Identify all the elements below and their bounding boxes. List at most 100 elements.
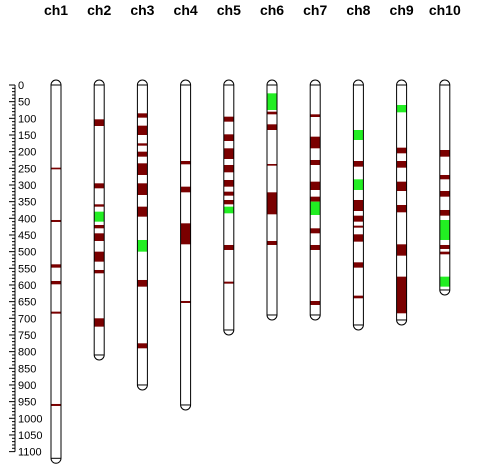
chromosome-ch7 bbox=[309, 79, 321, 321]
marker-band-dark bbox=[439, 244, 450, 249]
axis-tick-label: 600 bbox=[18, 280, 36, 292]
marker-band-dark bbox=[94, 318, 105, 327]
axis-tick-label: 50 bbox=[18, 97, 30, 109]
marker-band-dark bbox=[137, 125, 148, 135]
chromosome-title-ch2: ch2 bbox=[87, 2, 111, 18]
marker-band-dark bbox=[180, 160, 191, 165]
chromosome-body bbox=[137, 80, 148, 390]
marker-band-dark bbox=[267, 111, 277, 115]
chromosome-title-ch8: ch8 bbox=[346, 2, 370, 18]
marker-band-dark bbox=[223, 116, 234, 122]
chromosome-outline bbox=[309, 79, 321, 321]
marker-band-dark bbox=[137, 113, 148, 118]
marker-band-dark bbox=[310, 136, 321, 149]
axis-tick-label: 650 bbox=[18, 297, 36, 309]
marker-band-dark bbox=[94, 233, 105, 241]
marker-band-dark bbox=[353, 262, 364, 268]
axis-tick-label: 350 bbox=[18, 197, 36, 209]
marker-band-dark bbox=[353, 234, 364, 242]
marker-band-dark bbox=[223, 164, 234, 173]
marker-band-dark bbox=[310, 228, 321, 234]
axis-tick-label: 400 bbox=[18, 213, 36, 225]
marker-band-dark bbox=[310, 114, 321, 117]
axis-tick-label: 750 bbox=[18, 330, 36, 342]
marker-band-green bbox=[439, 276, 450, 287]
chromosome-ch5 bbox=[223, 79, 235, 336]
axis-tick-label: 900 bbox=[18, 380, 36, 392]
marker-band-dark bbox=[137, 343, 148, 349]
marker-band-dark bbox=[439, 190, 450, 197]
axis-tick-label: 1050 bbox=[18, 430, 42, 442]
marker-band-dark bbox=[353, 295, 364, 299]
marker-band-dark bbox=[180, 300, 191, 303]
chromosome-outline bbox=[439, 79, 451, 296]
marker-band-dark bbox=[223, 179, 234, 187]
marker-band-green bbox=[353, 179, 364, 190]
marker-band-green bbox=[310, 201, 321, 215]
marker-band-green bbox=[223, 206, 234, 214]
axis-tick-label: 0 bbox=[18, 80, 24, 92]
chromosome-title-ch7: ch7 bbox=[303, 2, 327, 18]
marker-band-dark bbox=[396, 147, 407, 154]
chromosome-ch2 bbox=[93, 79, 105, 361]
chromosome-ch10 bbox=[439, 79, 451, 296]
marker-band-dark bbox=[137, 151, 148, 157]
marker-band-dark bbox=[94, 224, 105, 229]
marker-band-dark bbox=[180, 223, 191, 245]
chromosome-bars bbox=[50, 79, 451, 464]
marker-band-dark bbox=[223, 148, 234, 159]
chromosome-body bbox=[180, 80, 191, 410]
chromosome-ch9 bbox=[396, 79, 408, 326]
marker-band-dark bbox=[94, 183, 105, 189]
marker-band-dark bbox=[310, 196, 321, 202]
marker-band-dark bbox=[223, 191, 234, 196]
axis-tick-label: 850 bbox=[18, 363, 36, 375]
chromosome-title-ch5: ch5 bbox=[217, 2, 241, 18]
chromosome-ch8 bbox=[352, 79, 364, 331]
chromosome-title-ch3: ch3 bbox=[130, 2, 154, 18]
marker-band-dark bbox=[439, 174, 450, 180]
axis-tick-label: 1100 bbox=[18, 447, 42, 459]
marker-band-dark bbox=[137, 163, 148, 175]
marker-band-dark bbox=[353, 160, 364, 167]
marker-band-dark bbox=[51, 219, 61, 222]
chromosome-titles: ch1 ch2 ch3 ch4 ch5 ch6 ch7 ch8 ch9 ch10 bbox=[44, 2, 461, 18]
chromosome-outline bbox=[223, 79, 235, 336]
marker-band-dark bbox=[353, 225, 364, 228]
marker-band-dark bbox=[137, 206, 148, 217]
position-axis: 0 50 100 150 200 250 300 350 400 450 500 550 600 650 7… bbox=[9, 80, 42, 459]
marker-band-dark bbox=[439, 209, 450, 216]
marker-band-dark bbox=[180, 186, 191, 193]
axis-tick-label: 250 bbox=[18, 163, 36, 175]
marker-band-dark bbox=[439, 149, 450, 157]
marker-band-dark bbox=[439, 251, 450, 255]
marker-band-dark bbox=[94, 251, 105, 262]
marker-band-dark bbox=[353, 199, 364, 211]
marker-band-dark bbox=[94, 204, 105, 207]
marker-band-dark bbox=[51, 280, 61, 285]
marker-band-dark bbox=[94, 119, 105, 126]
marker-band-dark bbox=[310, 300, 321, 305]
axis-tick-label: 500 bbox=[18, 247, 36, 259]
chromosome-title-ch10: ch10 bbox=[429, 2, 461, 18]
marker-band-dark bbox=[396, 244, 407, 256]
marker-band-dark bbox=[396, 204, 407, 213]
axis-tick-label: 1000 bbox=[18, 413, 42, 425]
axis-tick-label: 450 bbox=[18, 230, 36, 242]
chromosome-body bbox=[439, 80, 450, 295]
marker-band-dark bbox=[396, 276, 407, 314]
chromosome-ch4 bbox=[180, 79, 192, 411]
chromosome-body bbox=[396, 80, 407, 325]
marker-band-dark bbox=[310, 244, 321, 250]
chromosome-title-ch4: ch4 bbox=[174, 2, 198, 18]
marker-band-dark bbox=[51, 311, 61, 314]
marker-band-dark bbox=[51, 264, 61, 268]
marker-band-dark bbox=[310, 159, 321, 165]
marker-band-dark bbox=[353, 215, 364, 222]
marker-band-dark bbox=[94, 269, 105, 274]
marker-band-dark bbox=[51, 403, 61, 406]
marker-band-dark bbox=[223, 244, 234, 250]
marker-band-dark bbox=[267, 240, 277, 245]
marker-band-dark bbox=[267, 163, 277, 166]
